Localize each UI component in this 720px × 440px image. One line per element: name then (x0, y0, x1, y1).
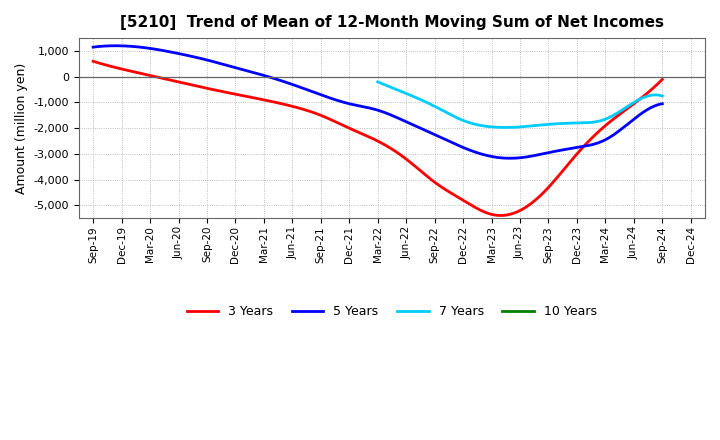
5 Years (439, 136, 448, 141)
5 Years (428, 131, 436, 136)
7 Years (632, 98, 641, 103)
5 Years (89, 44, 97, 50)
Title: [5210]  Trend of Mean of 12-Month Moving Sum of Net Incomes: [5210] Trend of Mean of 12-Month Moving … (120, 15, 664, 30)
Line: 5 Years: 5 Years (93, 46, 662, 158)
5 Years (430, 132, 438, 137)
3 Years (437, 184, 446, 190)
7 Years (549, 121, 557, 127)
7 Years (544, 122, 552, 127)
3 Years (91, 59, 99, 65)
5 Years (572, 145, 581, 150)
5 Years (658, 101, 667, 106)
Line: 3 Years: 3 Years (93, 61, 662, 216)
7 Years (658, 93, 667, 99)
5 Years (608, 133, 617, 138)
3 Years (658, 77, 667, 82)
3 Years (89, 59, 97, 64)
3 Years (428, 178, 436, 183)
Legend: 3 Years, 5 Years, 7 Years, 10 Years: 3 Years, 5 Years, 7 Years, 10 Years (182, 300, 602, 323)
7 Years (543, 122, 552, 127)
Y-axis label: Amount (million yen): Amount (million yen) (15, 62, 28, 194)
3 Years (606, 118, 615, 124)
3 Years (496, 213, 505, 218)
3 Years (570, 154, 579, 159)
7 Years (374, 80, 383, 85)
5 Years (112, 43, 120, 48)
5 Years (91, 44, 99, 50)
7 Years (374, 79, 382, 84)
3 Years (426, 176, 434, 181)
7 Years (614, 110, 623, 115)
Line: 7 Years: 7 Years (378, 82, 662, 128)
7 Years (501, 125, 510, 130)
5 Years (505, 156, 514, 161)
